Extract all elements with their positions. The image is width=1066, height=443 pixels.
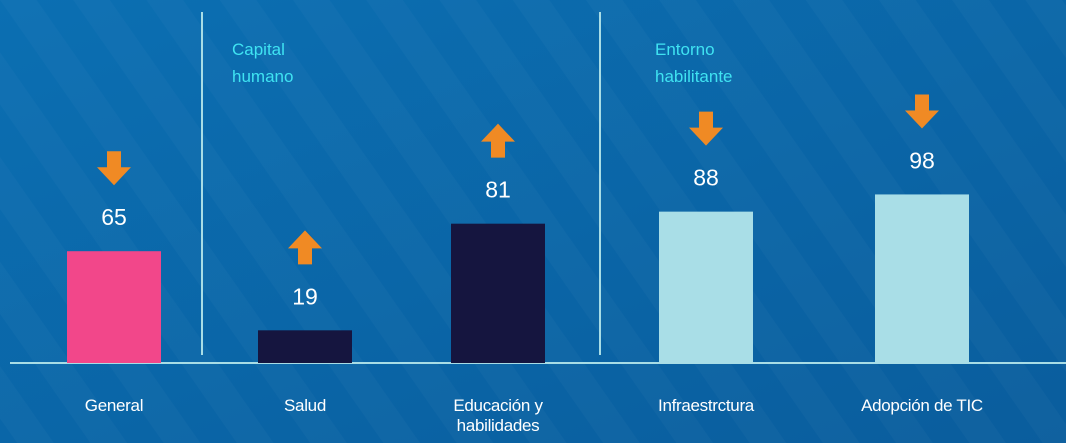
trend-arrow bbox=[288, 230, 322, 265]
value-label: 81 bbox=[485, 177, 511, 203]
bar bbox=[258, 330, 352, 363]
group-label: Capital humano bbox=[232, 40, 294, 86]
value-label: 65 bbox=[101, 204, 127, 230]
group-label-box: Capital humano bbox=[232, 40, 294, 86]
x-tick-label-box: General bbox=[84, 396, 144, 415]
x-tick-label: Adopción de TIC bbox=[861, 396, 983, 415]
x-tick-label: Educación y habilidades bbox=[453, 396, 543, 435]
trend-arrow bbox=[689, 111, 723, 146]
value-label: 98 bbox=[909, 147, 935, 173]
x-tick-label-box: Infraestrctura bbox=[658, 396, 754, 415]
group-label: Entorno habilitante bbox=[655, 40, 733, 86]
value-label: 88 bbox=[693, 165, 719, 191]
x-tick-label: General bbox=[84, 396, 144, 415]
value-label: 19 bbox=[292, 283, 318, 309]
bar bbox=[67, 251, 161, 363]
bar bbox=[451, 223, 545, 363]
trend-arrow bbox=[905, 94, 939, 129]
trend-arrow bbox=[97, 151, 131, 186]
trend-arrow bbox=[481, 123, 515, 158]
x-tick-label-box: Educación y habilidades bbox=[453, 396, 543, 435]
group-label-box: Entorno habilitante bbox=[655, 40, 733, 86]
bar bbox=[875, 194, 969, 363]
x-tick-label: Infraestrctura bbox=[658, 396, 754, 415]
x-tick-label: Salud bbox=[284, 396, 326, 415]
bar bbox=[659, 211, 753, 363]
x-tick-label-box: Salud bbox=[284, 396, 326, 415]
x-tick-label-box: Adopción de TIC bbox=[861, 396, 983, 415]
